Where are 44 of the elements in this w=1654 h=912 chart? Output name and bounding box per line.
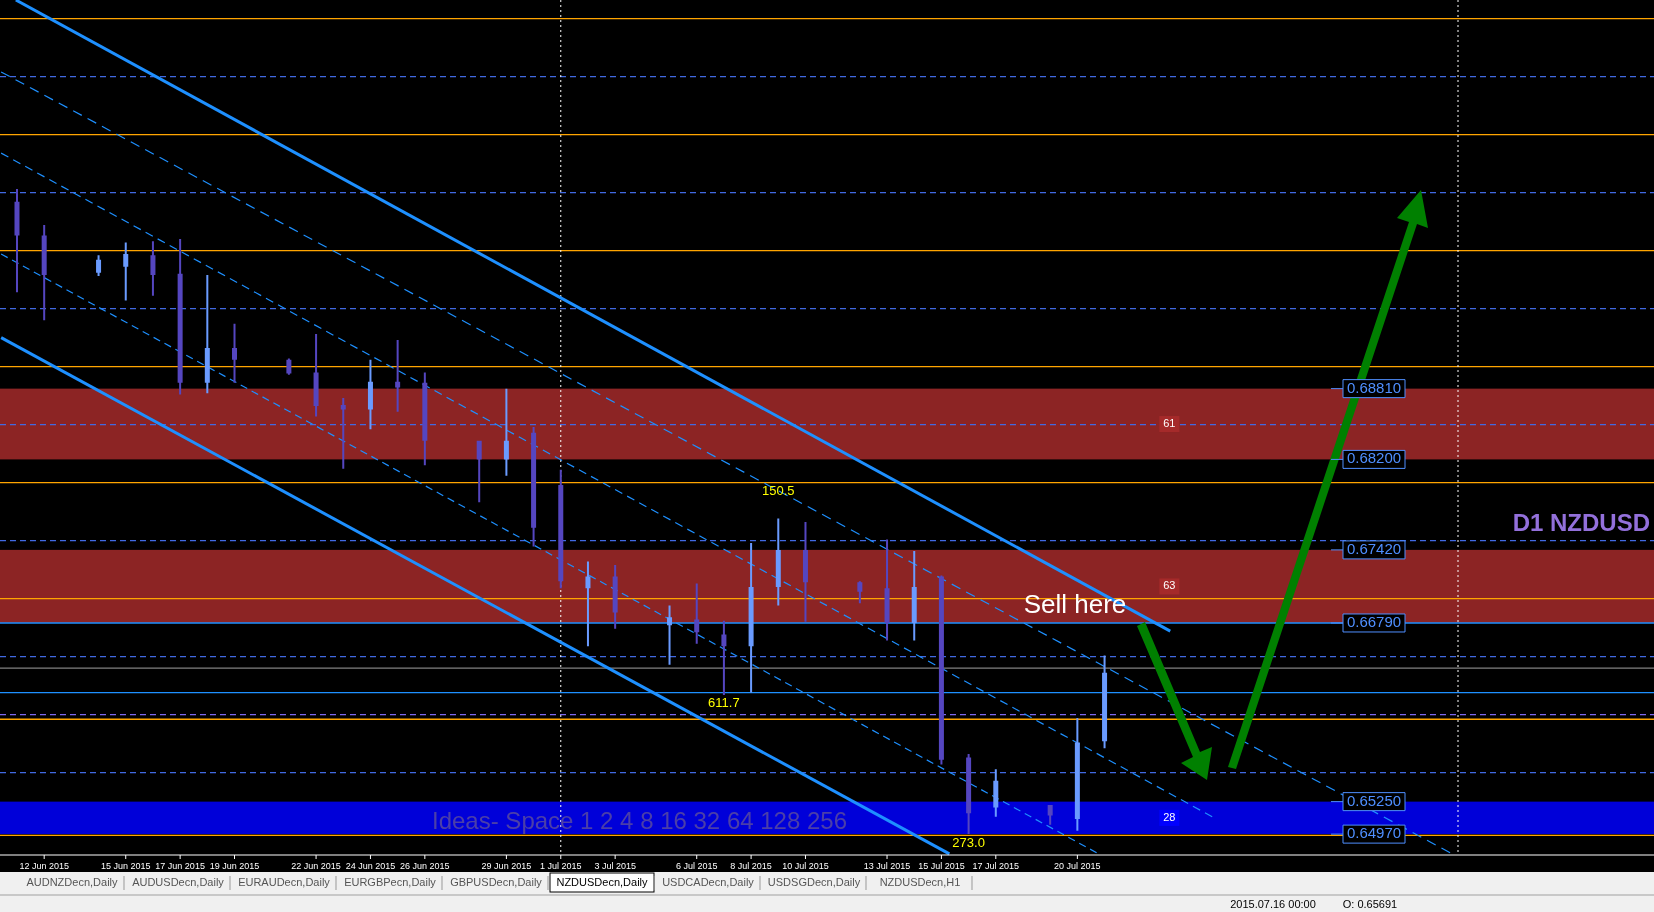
annotation: Ideas- Space 1 2 4 8 16 32 64 128 256 <box>432 807 847 834</box>
annotation: 150.5 <box>762 483 795 499</box>
x-tick-label: 6 Jul 2015 <box>675 861 718 871</box>
text: EURGBPecn,Daily <box>344 876 437 888</box>
candlestick <box>395 339 401 412</box>
x-tick-label: 10 Jul 2015 <box>782 861 829 871</box>
text: D1 NZDUSD <box>1512 509 1650 537</box>
x-tick-label: 26 Jun 2015 <box>400 861 450 871</box>
x-tick-label: 1 Jul 2015 <box>540 861 582 871</box>
text: NZDUSDecn,Daily <box>556 876 649 888</box>
text: AUDUSDecn,Daily <box>132 876 225 888</box>
x-tick-label: 20 Jul 2015 <box>1054 861 1101 871</box>
y-tick-label: 0.67420 <box>1346 539 1402 557</box>
x-tick-label: 15 Jun 2015 <box>100 861 151 871</box>
y-tick-label: 0.66790 <box>1346 612 1402 630</box>
band-label: 61 <box>1163 416 1176 429</box>
x-tick-label: 24 Jun 2015 <box>345 861 396 871</box>
x-tick-label: 17 Jul 2015 <box>972 861 1020 871</box>
x-tick-label: 29 Jun 2015 <box>481 861 532 871</box>
text: 2015.07.16 00:00 <box>1230 898 1316 910</box>
text: EURAUDecn,Daily <box>238 876 331 888</box>
annotation: 611.7 <box>708 695 740 711</box>
x-tick-label: 17 Jun 2015 <box>155 861 205 871</box>
y-tick-label: 0.65250 <box>1346 791 1402 809</box>
x-tick-label: 19 Jun 2015 <box>209 861 260 871</box>
x-tick-label: 12 Jun 2015 <box>19 861 69 871</box>
x-tick-label: 22 Jun 2015 <box>291 861 341 871</box>
band-label: 28 <box>1163 810 1176 823</box>
y-tick-label: 0.68810 <box>1346 378 1402 396</box>
x-tick-label: 15 Jul 2015 <box>918 861 965 871</box>
text: O: 0.65691 <box>1342 898 1398 910</box>
x-tick-label: 13 Jul 2015 <box>863 861 911 871</box>
y-tick-label: 0.64970 <box>1346 824 1402 842</box>
text: USDCADecn,Daily <box>662 876 755 888</box>
annotation: 273.0 <box>952 834 985 850</box>
band-label: 63 <box>1163 579 1176 592</box>
text: GBPUSDecn,Daily <box>450 876 543 888</box>
text: NZDUSDecn,H1 <box>879 876 961 888</box>
candlestick <box>340 397 346 469</box>
text: AUDNZDecn,Daily <box>26 876 119 888</box>
text: USDSGDecn,Daily <box>767 876 861 888</box>
x-tick-label: 3 Jul 2015 <box>594 861 636 871</box>
y-tick-label: 0.68200 <box>1346 449 1402 467</box>
x-tick-label: 8 Jul 2015 <box>730 861 772 871</box>
